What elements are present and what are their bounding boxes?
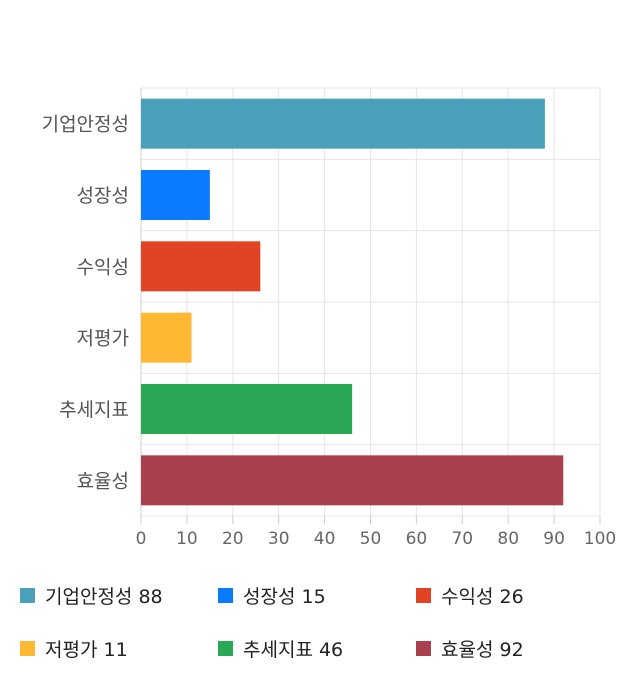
legend-swatch xyxy=(218,640,233,656)
legend-item[interactable]: 기업안정성 88 xyxy=(20,580,163,610)
legend-swatch xyxy=(20,640,35,656)
legend-swatch xyxy=(218,587,233,603)
legend-label: 성장성 15 xyxy=(243,585,326,608)
bar-3 xyxy=(141,241,261,292)
legend-item[interactable]: 수익성 26 xyxy=(416,580,524,610)
bar-4 xyxy=(141,312,192,363)
x-tick-label: 50 xyxy=(360,529,382,549)
x-tick-label: 80 xyxy=(497,529,519,549)
category-label: 성장성 xyxy=(77,185,129,207)
x-tick-label: 10 xyxy=(176,529,198,549)
legend-label: 저평가 11 xyxy=(45,638,128,661)
x-tick-label: 0 xyxy=(136,529,147,549)
category-label: 저평가 xyxy=(77,328,129,350)
bar-5 xyxy=(141,384,353,434)
x-tick-label: 100 xyxy=(584,529,616,549)
bar-1 xyxy=(141,98,545,149)
x-tick-label: 60 xyxy=(406,529,428,549)
legend-label: 추세지표 46 xyxy=(243,638,344,661)
legend-item[interactable]: 저평가 11 xyxy=(20,633,128,663)
bar-6 xyxy=(141,455,564,506)
category-label: 수익성 xyxy=(77,256,129,278)
x-tick-label: 40 xyxy=(314,529,336,549)
x-tick-label: 70 xyxy=(451,529,473,549)
x-tick-label: 90 xyxy=(543,529,565,549)
x-tick-label: 20 xyxy=(222,529,244,549)
legend-item[interactable]: 성장성 15 xyxy=(218,580,326,610)
category-label: 효율성 xyxy=(77,470,129,492)
bar-2 xyxy=(141,170,210,220)
legend-label: 효율성 92 xyxy=(441,638,524,661)
legend-swatch xyxy=(20,587,35,603)
x-tick-label: 30 xyxy=(268,529,290,549)
legend-swatch xyxy=(416,640,431,656)
category-label: 기업안정성 xyxy=(42,114,129,136)
legend-item[interactable]: 추세지표 46 xyxy=(218,633,343,663)
legend-label: 수익성 26 xyxy=(441,585,524,608)
legend-label: 기업안정성 88 xyxy=(45,585,163,608)
bar-chart: 0 10 20 30 40 50 60 70 80 90 100 기업안정성성장성수익성저평가추세지표… xyxy=(42,87,616,549)
legend-swatch xyxy=(416,587,431,603)
legend-item[interactable]: 효율성 92 xyxy=(416,633,524,663)
category-label: 추세지표 xyxy=(59,399,129,421)
